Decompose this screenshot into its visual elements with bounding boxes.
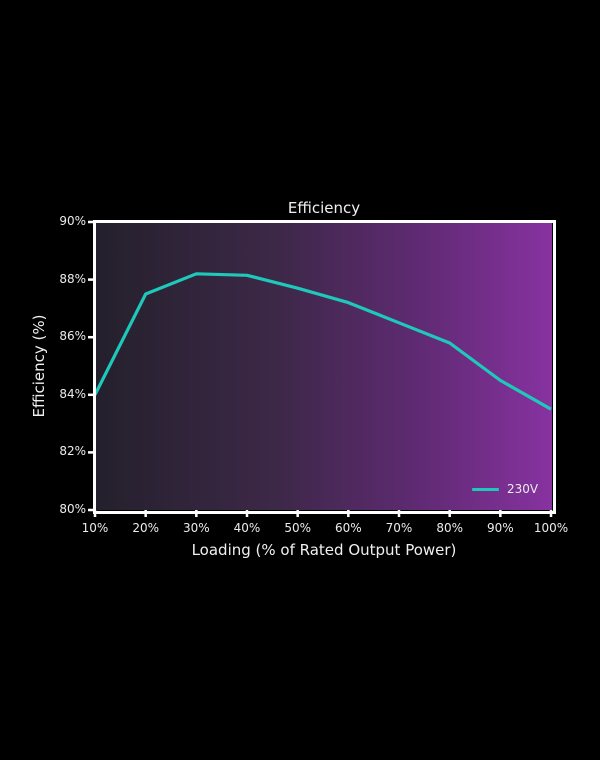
y-tick-label: 90% bbox=[59, 214, 86, 228]
series-line-230v bbox=[93, 272, 552, 411]
x-tick-label: 70% bbox=[385, 521, 413, 535]
legend-line-swatch bbox=[472, 487, 499, 491]
x-tick-label: 20% bbox=[132, 521, 159, 535]
legend: 230V bbox=[472, 482, 538, 496]
x-tick-label: 100% bbox=[533, 521, 569, 535]
x-axis-label: Loading (% of Rated Output Power) bbox=[191, 541, 457, 559]
y-tick-label: 84% bbox=[59, 386, 86, 401]
x-tick-label: 50% bbox=[284, 521, 311, 535]
y-tick-label: 88% bbox=[59, 271, 86, 286]
plot-area bbox=[95, 222, 552, 510]
y-axis-label: Efficiency (%) bbox=[30, 314, 48, 418]
x-tick-label: 40% bbox=[233, 521, 261, 535]
chart-title: Efficiency bbox=[287, 199, 361, 217]
x-tick-label: 80% bbox=[436, 521, 463, 535]
x-tick-label: 90% bbox=[486, 521, 514, 535]
x-tick-label: 10% bbox=[81, 521, 109, 535]
x-tick-label: 30% bbox=[182, 521, 210, 535]
y-tick-label: 86% bbox=[59, 329, 86, 344]
y-tick-label: 82% bbox=[59, 444, 86, 459]
legend-label: 230V bbox=[507, 482, 539, 496]
y-tick-label: 80% bbox=[59, 502, 86, 516]
x-axis-ticks bbox=[93, 510, 553, 517]
x-tick-label: 60% bbox=[334, 521, 362, 535]
y-axis-ticks bbox=[88, 220, 95, 512]
